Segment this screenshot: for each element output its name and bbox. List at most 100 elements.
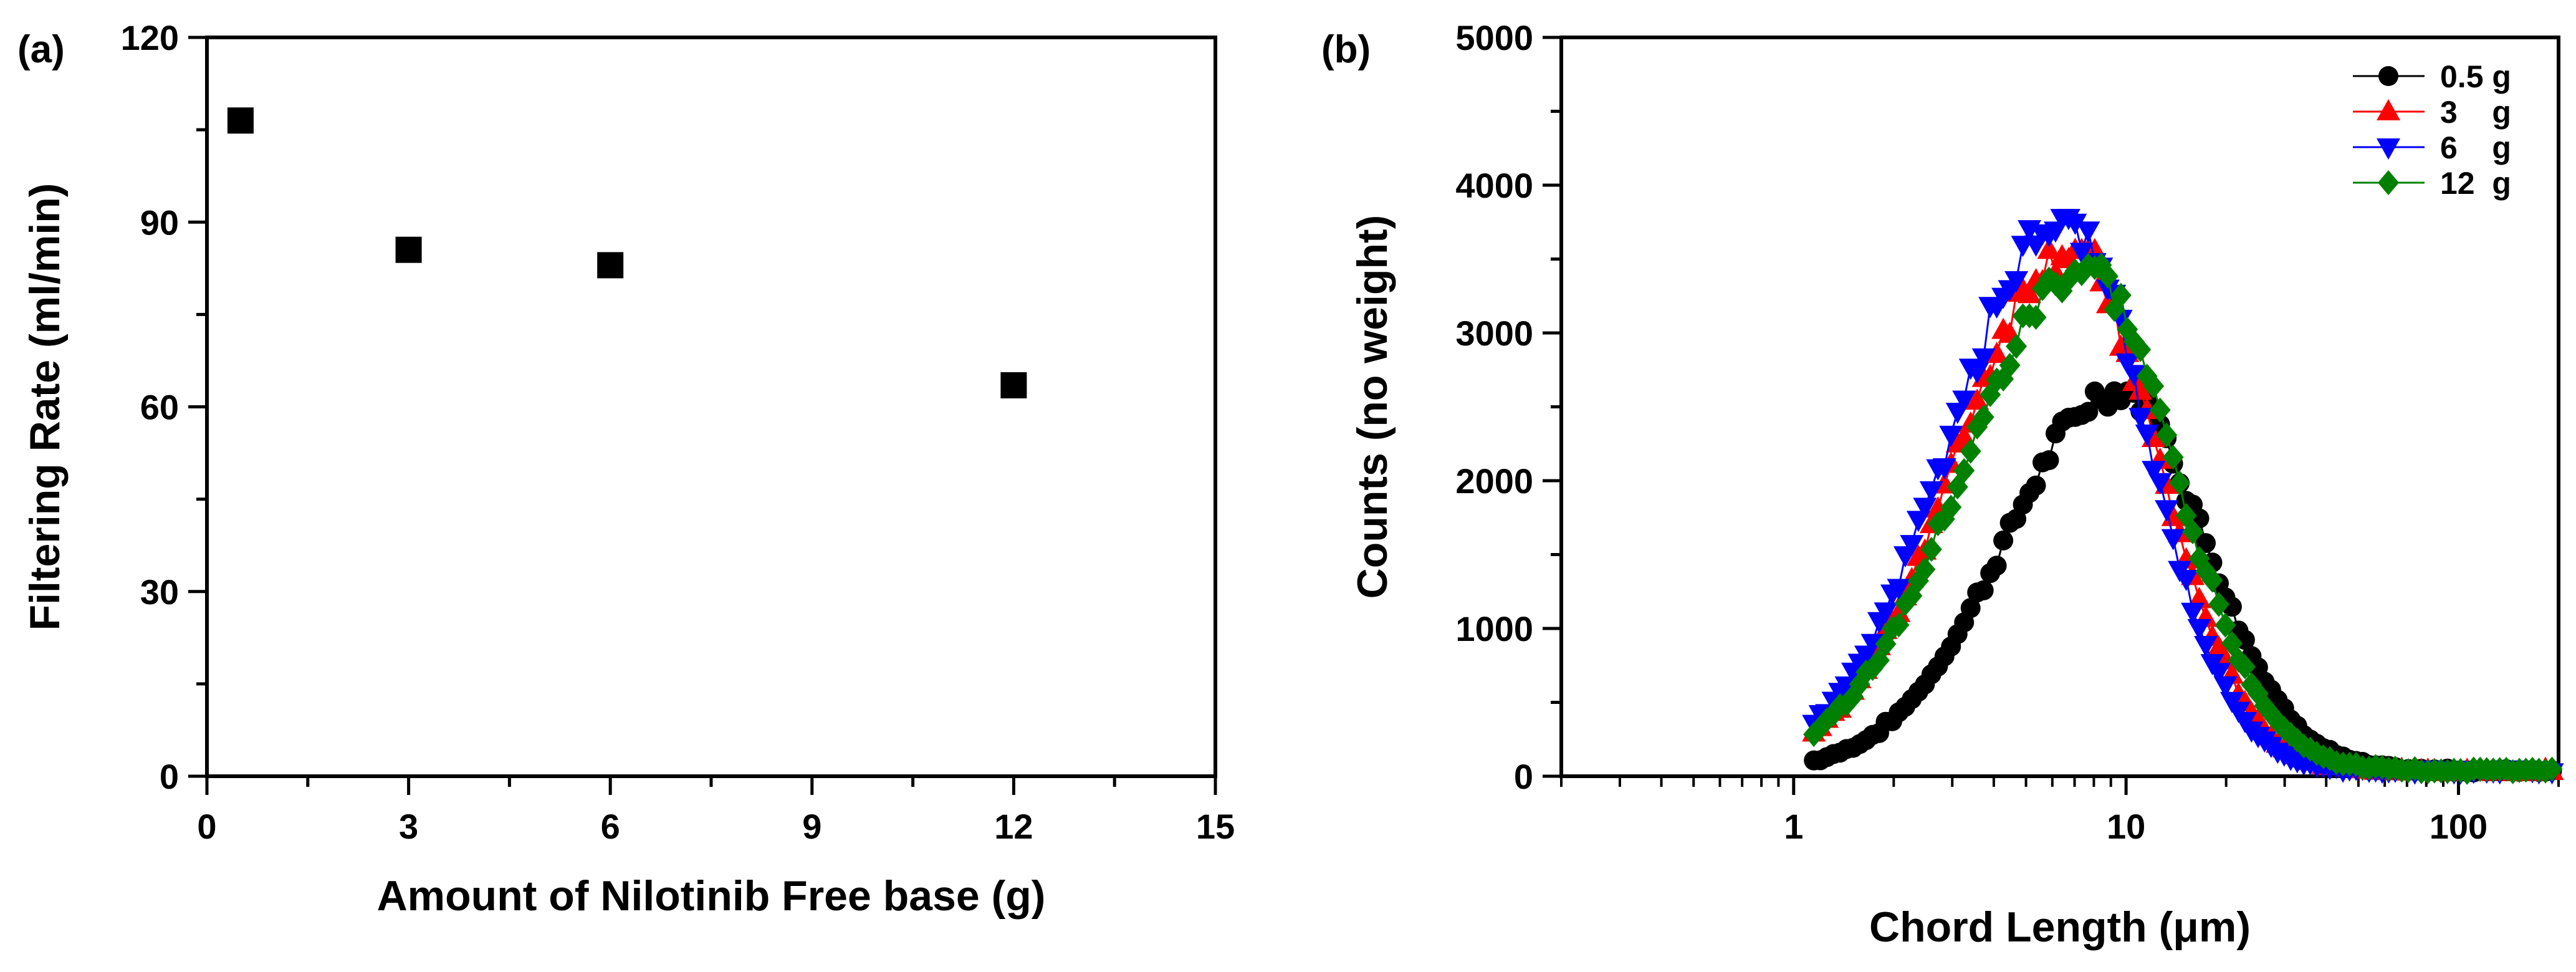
panel-b-point	[1932, 458, 1956, 479]
panel-b-point	[2142, 461, 2166, 483]
legend-marker	[2378, 66, 2398, 86]
panel-a-y-tick-label: 60	[140, 388, 179, 427]
panel-b-point	[1913, 498, 1937, 519]
legend-marker	[2377, 99, 2400, 120]
panel-b-point	[2156, 422, 2178, 448]
panel-b-point	[2115, 354, 2140, 375]
panel-b-point	[2161, 504, 2185, 526]
panel-b-point	[1953, 458, 1975, 483]
panel-b-point	[1940, 494, 1962, 520]
panel-a-data-marks	[227, 107, 1027, 398]
panel-b-point	[1993, 530, 2014, 551]
panel-b-data-marks	[1802, 209, 2564, 785]
panel-b-x-tick-label: 10	[2107, 807, 2145, 846]
panel-b-point	[2206, 663, 2231, 685]
panel-b-point	[1973, 404, 1994, 430]
panel-a-plot-frame	[205, 36, 1217, 778]
panel-b-point	[2004, 271, 2029, 292]
panel-b-point	[2122, 365, 2146, 387]
panel-a-label: (a)	[17, 28, 65, 71]
panel-b-point	[2128, 378, 2153, 400]
panel-a-x-axis-label: Amount of Nilotinib Free base (g)	[377, 872, 1046, 920]
legend-entry: 12 g	[2353, 166, 2511, 201]
panel-a-y-axis-label: Filtering Rate (ml/min)	[21, 183, 69, 631]
legend-label: 6 g	[2440, 130, 2511, 165]
panel-b-x-tick-label: 100	[2430, 807, 2487, 846]
panel-b-point	[1986, 556, 2007, 576]
panel-b-point	[1960, 438, 1981, 464]
panel-b-point	[2155, 500, 2179, 522]
panel-b-point	[2039, 450, 2059, 471]
panel-b-point	[1900, 535, 1924, 557]
panel-b-point	[2006, 334, 2028, 359]
panel-b-point	[1952, 390, 1976, 412]
panel-b-y-tick-label: 5000	[1455, 18, 1533, 57]
legend-entry: 6 g	[2353, 130, 2511, 165]
panel-b-point	[2541, 756, 2563, 782]
legend-entry: 3 g	[2353, 95, 2511, 130]
panel-a-x-tick-label: 3	[399, 807, 418, 846]
panel-b-point	[1874, 602, 1898, 624]
panel-a-y-tick-label: 90	[140, 203, 179, 242]
panel-a-x-tick-label: 15	[1196, 807, 1235, 846]
panel-b-point	[1999, 352, 2021, 378]
panel-b-point	[1860, 633, 1885, 655]
panel-b-point	[1914, 557, 1936, 582]
legend-label: 12 g	[2440, 166, 2511, 201]
panel-b-point	[2149, 397, 2171, 423]
panel-b-point	[2187, 618, 2211, 640]
panel-a-point	[227, 107, 254, 134]
panel-b-point	[2214, 612, 2236, 638]
panel-b-point	[2208, 592, 2229, 617]
panel-b-point	[1985, 342, 2009, 363]
panel-b-point	[2143, 373, 2165, 399]
legend-marker	[2377, 138, 2400, 160]
panel-b-point	[2063, 213, 2087, 235]
panel-b-point	[2037, 238, 2061, 259]
panel-b-point	[2213, 676, 2238, 698]
panel-b-point	[2130, 337, 2152, 362]
panel-b-point	[1919, 481, 1943, 503]
panel-b-point	[1887, 600, 1911, 622]
panel-a-point	[395, 236, 422, 263]
panel-b: (b) 1 10 100 0 1000 2000 3000 4000 5000 0.5 g3 …	[1321, 18, 2564, 951]
panel-b-point	[1960, 598, 1981, 618]
panel-b-x-tick-label: 1	[1784, 807, 1803, 846]
panel-b-point	[1939, 425, 1963, 447]
panel-b-point	[2181, 602, 2205, 624]
panel-b-point	[2076, 221, 2100, 243]
panel-a-x-tick-label: 12	[994, 807, 1033, 846]
panel-b-point	[1973, 580, 1994, 600]
panel-b-point	[2078, 402, 2099, 422]
panel-b-label: (b)	[1321, 28, 1371, 71]
panel-b-point	[2135, 424, 2159, 446]
panel-b-plot-frame	[1559, 36, 2560, 778]
panel-a: (a) 0 3 6 9 12 15 0 30 60 90 120 Amount of Niloti…	[17, 18, 1235, 920]
panel-b-point	[2201, 567, 2223, 593]
panel-b-point	[2174, 569, 2198, 591]
panel-a-y-tick-label: 30	[140, 572, 179, 612]
panel-b-point	[2161, 529, 2185, 551]
panel-b-y-tick-label: 4000	[1455, 166, 1533, 205]
panel-b-point	[2110, 282, 2132, 308]
panel-b-point	[2169, 470, 2191, 496]
panel-b-point	[2069, 243, 2094, 264]
panel-b-point	[1971, 348, 1996, 370]
panel-b-y-tick-label: 3000	[1455, 314, 1533, 353]
legend-label: 0.5 g	[2440, 59, 2511, 94]
panel-a-point	[597, 252, 624, 279]
panel-a-x-tick-label: 0	[197, 807, 216, 846]
panel-b-point	[2128, 408, 2153, 430]
panel-a-point	[1000, 372, 1027, 398]
panel-b-y-tick-label: 0	[1514, 757, 1533, 796]
panel-a-y-tick-label: 0	[160, 757, 179, 796]
panel-b-point	[1965, 388, 1989, 410]
panel-b-point	[2162, 445, 2184, 470]
panel-b-series	[1803, 252, 2563, 785]
panel-b-y-tick-label: 2000	[1455, 461, 1533, 501]
panel-b-x-axis-label: Chord Length (μm)	[1869, 903, 2251, 951]
panel-b-legend: 0.5 g3 g6 g12 g	[2353, 59, 2511, 201]
panel-b-point	[1887, 579, 1911, 600]
